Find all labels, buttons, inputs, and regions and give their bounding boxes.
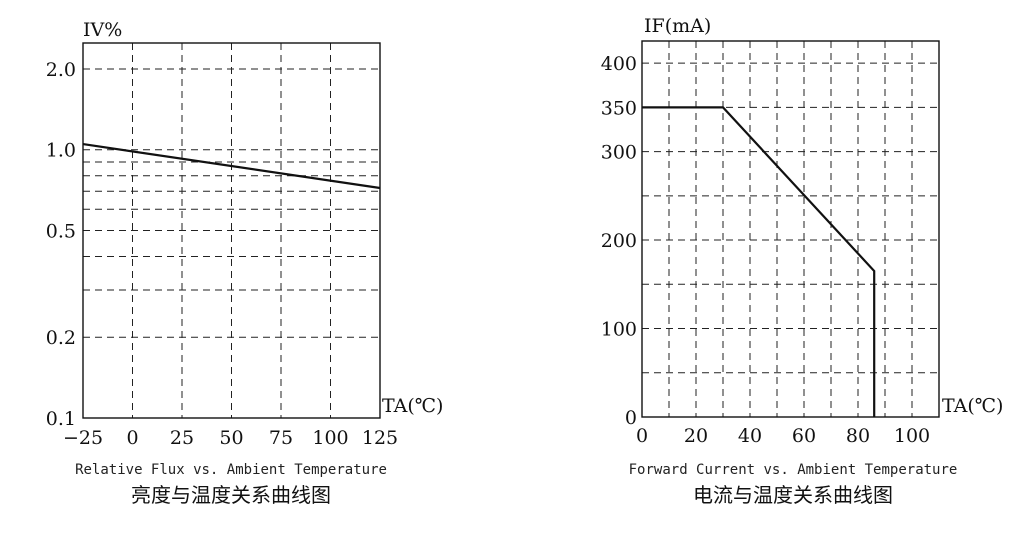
x-tick-label: 125 (362, 427, 398, 449)
y-tick-label: 300 (601, 142, 637, 164)
grid-lines (642, 41, 939, 417)
y-tick-label: 400 (601, 53, 637, 75)
y-tick-label: 0 (625, 407, 637, 429)
x-tick-label: 100 (312, 427, 348, 449)
y-tick-label: 100 (601, 319, 637, 341)
x-tick-label: −25 (63, 427, 103, 449)
x-tick-label: 20 (684, 425, 708, 447)
y-axis-label: IF(mA) (644, 15, 711, 37)
x-axis-label: TA(℃) (942, 395, 1003, 417)
x-tick-label: 40 (738, 425, 762, 447)
x-tick-label: 80 (846, 425, 870, 447)
chart-relative-flux: 0.1 0.2 0.5 1.0 2.0 −25 0 25 50 75 100 125 IV% TA(… (46, 19, 444, 507)
x-tick-label: 75 (269, 427, 293, 449)
y-tick-labels: 0.1 0.2 0.5 1.0 2.0 (46, 59, 76, 430)
y-tick-label: 200 (601, 230, 637, 252)
y-tick-label: 0.5 (46, 221, 76, 243)
y-tick-label: 1.0 (46, 140, 76, 162)
x-tick-label: 0 (636, 425, 648, 447)
caption-english: Relative Flux vs. Ambient Temperature (75, 462, 387, 478)
y-tick-label: 0.1 (46, 408, 76, 430)
x-tick-label: 100 (894, 425, 930, 447)
y-axis-label: IV% (83, 19, 122, 41)
y-tick-labels: 0 100 200 300 350 400 (601, 53, 637, 429)
plot-frame (641, 40, 940, 418)
series-line (642, 106, 876, 417)
grid-lines (83, 43, 380, 418)
chart-forward-current: 0 100 200 300 350 400 0 20 40 60 80 100 IF(mA) TA(… (601, 15, 1004, 507)
caption-chinese: 亮度与温度关系曲线图 (131, 483, 331, 507)
series-line (82, 142, 381, 190)
x-tick-label: 0 (126, 427, 138, 449)
plot-frame (82, 42, 381, 419)
caption-english: Forward Current vs. Ambient Temperature (629, 462, 958, 478)
x-tick-labels: 0 20 40 60 80 100 (636, 425, 930, 447)
x-tick-label: 50 (219, 427, 243, 449)
x-axis-label: TA(℃) (382, 395, 443, 417)
x-tick-label: 25 (170, 427, 194, 449)
x-tick-label: 60 (792, 425, 816, 447)
x-tick-labels: −25 0 25 50 75 100 125 (63, 427, 398, 449)
y-tick-label: 0.2 (46, 327, 76, 349)
caption-chinese: 电流与温度关系曲线图 (693, 483, 893, 507)
y-tick-label: 2.0 (46, 59, 76, 81)
y-tick-label: 350 (601, 97, 637, 119)
